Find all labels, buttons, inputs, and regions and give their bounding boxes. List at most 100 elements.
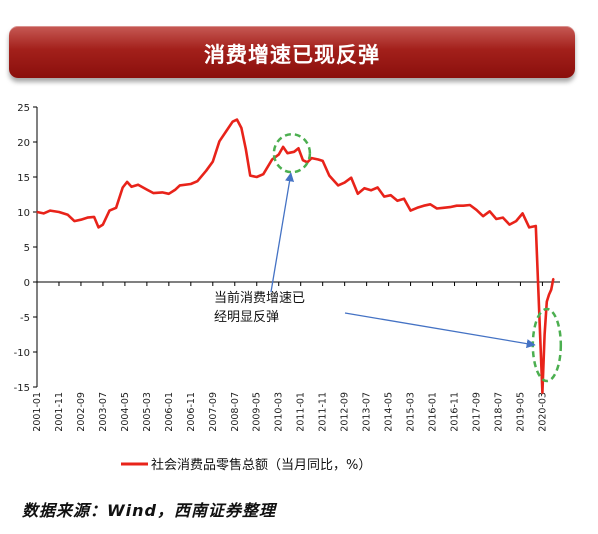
data-point <box>416 207 418 209</box>
data-point <box>410 210 412 212</box>
data-point <box>548 294 550 296</box>
data-point <box>528 226 530 228</box>
data-point <box>240 127 242 129</box>
data-point <box>49 210 51 212</box>
x-tick-label: 2019-05 <box>515 392 526 432</box>
data-point <box>357 193 359 195</box>
data-point <box>350 177 352 179</box>
data-point <box>190 183 192 185</box>
data-point <box>168 193 170 195</box>
data-point <box>475 209 478 211</box>
x-tick-label: 2018-07 <box>493 392 504 432</box>
data-point <box>449 206 451 208</box>
y-tick-label: 10 <box>17 208 30 219</box>
data-point <box>80 219 82 221</box>
x-tick-label: 2015-03 <box>406 392 417 432</box>
data-point <box>67 214 69 216</box>
data-point <box>502 217 504 219</box>
x-tick-label: 2016-01 <box>428 392 439 432</box>
axes-group <box>33 106 560 388</box>
data-point <box>311 157 313 159</box>
data-point <box>256 176 258 178</box>
series-group <box>36 118 555 394</box>
data-point <box>363 187 365 189</box>
data-point <box>161 191 163 193</box>
data-point <box>423 205 425 207</box>
data-point <box>293 151 295 153</box>
data-point <box>377 186 379 189</box>
arrow-to-2010 <box>270 172 295 293</box>
data-point <box>515 220 517 222</box>
annotation-line-2: 经明显反弹 <box>214 310 279 325</box>
legend: 社会消费品零售总额（当月同比，%） <box>121 457 371 473</box>
data-point <box>297 147 300 149</box>
data-point <box>218 140 220 142</box>
data-point <box>86 217 89 219</box>
annotation-group: 当前消费增速已 经明显反弹 <box>214 290 305 325</box>
x-tick-label: 2014-05 <box>384 392 395 432</box>
x-tick-label: 2011-01 <box>296 392 307 432</box>
data-point <box>535 225 537 227</box>
data-point <box>137 184 139 186</box>
data-point <box>383 196 385 198</box>
data-point <box>130 186 133 188</box>
x-tick-labels: 2001-01 2001-11 2002-09 2003-07 2004-05 2005-… <box>32 392 548 432</box>
x-tick-label: 2016-11 <box>450 392 461 432</box>
data-point <box>322 160 324 162</box>
data-point <box>212 161 214 163</box>
data-point <box>262 173 264 175</box>
y-tick-label: 0 <box>24 278 30 289</box>
data-point <box>249 175 251 177</box>
x-tick-label: 2011-11 <box>318 392 329 432</box>
data-point <box>36 211 38 213</box>
data-point <box>546 301 548 303</box>
data-point <box>97 226 100 228</box>
data-point <box>370 189 372 191</box>
data-point <box>508 224 511 226</box>
highlight-circle-2010 <box>272 132 312 174</box>
y-tick-label: 5 <box>24 243 30 254</box>
x-tick-label: 2006-01 <box>164 392 175 432</box>
x-tick-label: 2020-03 <box>537 392 548 432</box>
x-tick-label: 2005-03 <box>142 392 153 432</box>
x-tick-label: 2012-09 <box>340 392 351 432</box>
x-tick-label: 2013-07 <box>362 392 373 432</box>
y-tick-label: -15 <box>14 383 30 394</box>
y-tick-label: 25 <box>17 103 30 114</box>
x-tick-label: 2002-09 <box>76 392 87 432</box>
y-tick-label: -5 <box>20 313 30 324</box>
data-point <box>43 212 45 214</box>
data-point <box>429 203 431 205</box>
data-point <box>115 207 117 209</box>
data-point <box>456 205 458 207</box>
data-point <box>205 170 207 172</box>
x-tick-label: 2001-11 <box>54 392 65 432</box>
x-tick-label: 2006-11 <box>186 392 197 432</box>
data-point <box>271 158 273 161</box>
data-point <box>544 333 546 336</box>
data-point <box>174 189 176 191</box>
source-note: 数据来源：Wind，西南证券整理 <box>22 501 276 520</box>
data-point <box>286 152 289 154</box>
data-point <box>225 130 227 133</box>
data-point <box>302 159 304 161</box>
x-tick-label: 2017-09 <box>471 392 482 432</box>
data-point <box>337 184 339 186</box>
data-point <box>58 211 60 213</box>
data-point <box>328 175 330 177</box>
x-tick-label: 2003-07 <box>98 392 109 432</box>
data-point <box>469 204 471 206</box>
data-point <box>126 181 128 183</box>
data-point <box>196 180 198 182</box>
data-point <box>403 198 405 200</box>
data-point <box>282 146 284 148</box>
data-point <box>317 158 319 161</box>
data-point <box>462 205 464 207</box>
data-point <box>108 210 111 212</box>
data-point <box>522 212 524 214</box>
data-point <box>146 189 148 191</box>
title-banner: 消费增速已现反弹 <box>9 26 575 78</box>
data-point <box>245 148 247 150</box>
data-point <box>495 218 497 220</box>
